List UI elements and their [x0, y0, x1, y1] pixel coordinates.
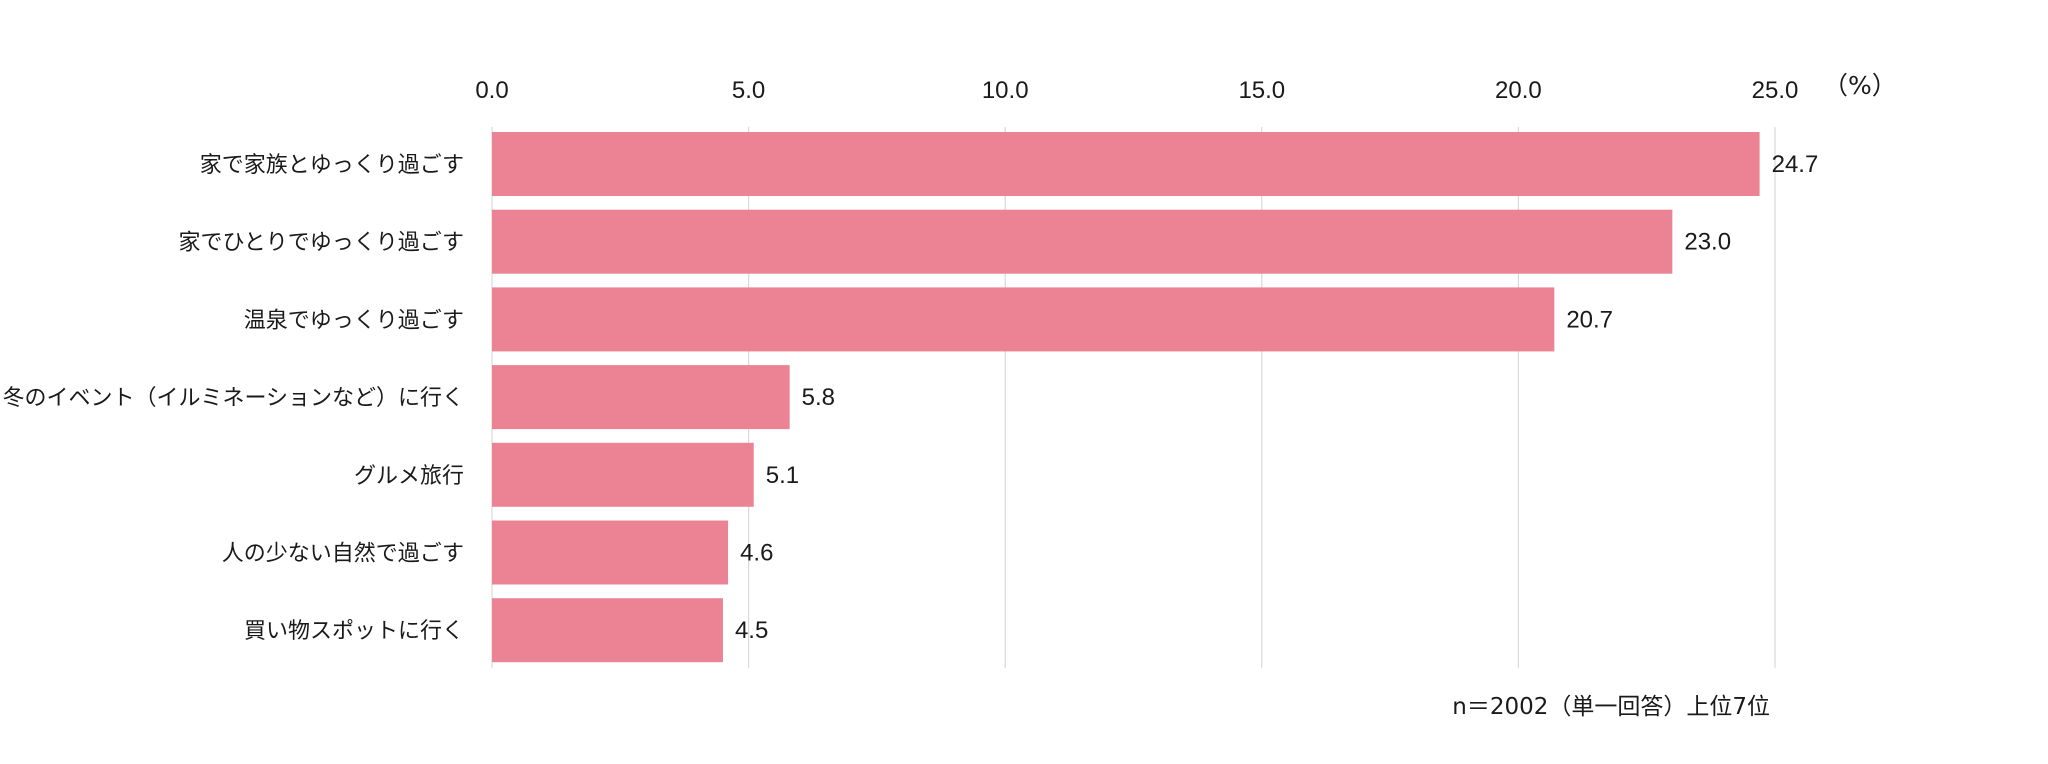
x-tick-label: 0.0: [475, 77, 508, 104]
x-tick-label: 20.0: [1495, 77, 1542, 104]
data-label: 5.8: [802, 384, 835, 411]
bar: [492, 209, 1673, 274]
value-labels: 24.7 23.0 20.7 5.8 5.1 4.6 4.5: [735, 151, 1818, 644]
data-label: 20.7: [1566, 306, 1613, 333]
category-label: 温泉でゆっくり過ごす: [244, 308, 464, 333]
category-label: グルメ旅行: [354, 464, 464, 489]
data-label: 4.5: [735, 617, 768, 644]
bar: [492, 598, 723, 663]
bar: [492, 520, 729, 585]
category-labels: 家で家族とゆっくり過ごす家でひとりでゆっくり過ごす温泉でゆっくり過ごす冬のイベン…: [2, 153, 464, 644]
x-tick-label: 15.0: [1238, 77, 1285, 104]
bar: [492, 287, 1555, 352]
bar: [492, 365, 790, 430]
x-axis-ticks: 0.0 5.0 10.0 15.0 20.0 25.0: [475, 77, 1798, 104]
sample-note: n＝2002（単一回答）上位7位: [1452, 694, 1770, 720]
data-label: 5.1: [766, 462, 799, 489]
data-label: 4.6: [740, 540, 773, 567]
category-label: 人の少ない自然で過ごす: [222, 542, 464, 567]
x-tick-label: 10.0: [982, 77, 1029, 104]
x-axis-unit-label: （%）: [1823, 71, 1897, 100]
data-label: 23.0: [1684, 229, 1731, 256]
data-label: 24.7: [1772, 151, 1819, 178]
bars: [492, 132, 1760, 663]
bar: [492, 442, 754, 507]
category-label: 冬のイベント（イルミネーションなど）に行く: [2, 386, 464, 411]
category-label: 家で家族とゆっくり過ごす: [200, 153, 464, 178]
category-label: 買い物スポットに行く: [244, 619, 464, 644]
bar: [492, 132, 1760, 196]
x-tick-label: 25.0: [1752, 77, 1799, 104]
category-label: 家でひとりでゆっくり過ごす: [178, 231, 464, 256]
x-tick-label: 5.0: [732, 77, 765, 104]
